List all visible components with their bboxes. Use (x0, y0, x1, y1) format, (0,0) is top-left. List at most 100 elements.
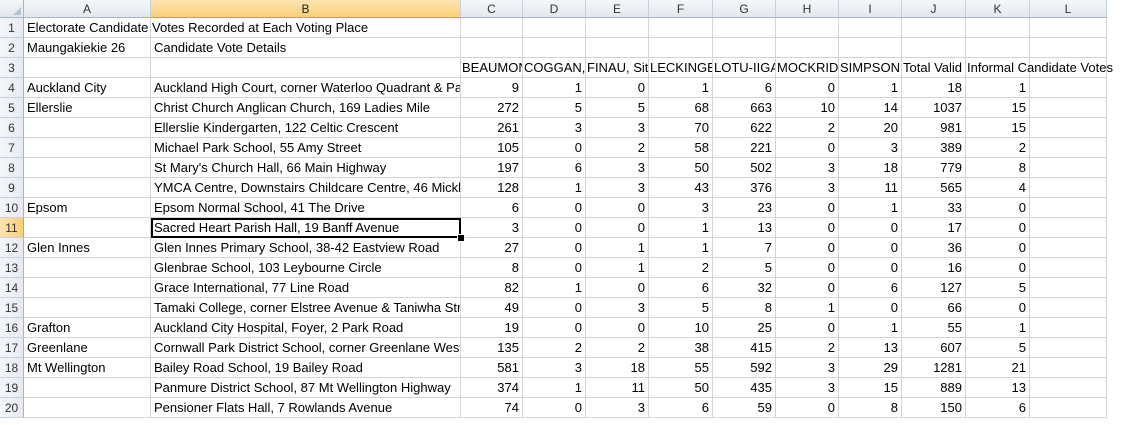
cell-h10[interactable]: 0 (776, 198, 839, 218)
cell-a18[interactable]: Mt Wellington (24, 358, 151, 378)
row-header-12[interactable]: 12 (0, 238, 24, 258)
cell-h17[interactable]: 2 (776, 338, 839, 358)
cell-f17[interactable]: 38 (649, 338, 713, 358)
cell-j10[interactable]: 33 (902, 198, 966, 218)
cell-i1[interactable] (839, 18, 902, 38)
cell-d12[interactable]: 0 (523, 238, 586, 258)
cell-d11[interactable]: 0 (523, 218, 586, 238)
row-header-6[interactable]: 6 (0, 118, 24, 138)
cell-g20[interactable]: 59 (713, 398, 776, 418)
column-header-h[interactable]: H (776, 0, 839, 18)
cell-b18[interactable]: Bailey Road School, 19 Bailey Road (151, 358, 461, 378)
cell-l7[interactable] (1030, 138, 1107, 158)
cell-g9[interactable]: 376 (713, 178, 776, 198)
row-header-7[interactable]: 7 (0, 138, 24, 158)
cell-c8[interactable]: 197 (461, 158, 523, 178)
cell-c4[interactable]: 9 (461, 78, 523, 98)
cell-k12[interactable]: 0 (966, 238, 1030, 258)
cell-e5[interactable]: 5 (586, 98, 649, 118)
row-header-19[interactable]: 19 (0, 378, 24, 398)
cell-k3[interactable]: Informal Candidate Votes (966, 58, 1113, 78)
cell-l1[interactable] (1030, 18, 1107, 38)
cell-f1[interactable] (649, 18, 713, 38)
cell-c13[interactable]: 8 (461, 258, 523, 278)
cell-g7[interactable]: 221 (713, 138, 776, 158)
row-header-5[interactable]: 5 (0, 98, 24, 118)
cell-i2[interactable] (839, 38, 902, 58)
cell-a19[interactable] (24, 378, 151, 398)
cell-c15[interactable]: 49 (461, 298, 523, 318)
cell-c19[interactable]: 374 (461, 378, 523, 398)
cell-a14[interactable] (24, 278, 151, 298)
cell-f10[interactable]: 3 (649, 198, 713, 218)
cell-e7[interactable]: 2 (586, 138, 649, 158)
row-header-9[interactable]: 9 (0, 178, 24, 198)
cell-h3[interactable]: MOCKRIDGE (776, 58, 839, 78)
cell-i3[interactable]: SIMPSON, (839, 58, 902, 78)
column-header-g[interactable]: G (713, 0, 776, 18)
cell-b5[interactable]: Christ Church Anglican Church, 169 Ladie… (151, 98, 461, 118)
column-header-a[interactable]: A (24, 0, 151, 18)
cell-h20[interactable]: 0 (776, 398, 839, 418)
cell-i7[interactable]: 3 (839, 138, 902, 158)
row-header-10[interactable]: 10 (0, 198, 24, 218)
cell-b14[interactable]: Grace International, 77 Line Road (151, 278, 461, 298)
select-all-button[interactable] (0, 0, 24, 18)
cell-c18[interactable]: 581 (461, 358, 523, 378)
cell-b6[interactable]: Ellerslie Kindergarten, 122 Celtic Cresc… (151, 118, 461, 138)
cell-h13[interactable]: 0 (776, 258, 839, 278)
cell-j18[interactable]: 1281 (902, 358, 966, 378)
cell-e8[interactable]: 3 (586, 158, 649, 178)
cell-e13[interactable]: 1 (586, 258, 649, 278)
cell-b20[interactable]: Pensioner Flats Hall, 7 Rowlands Avenue (151, 398, 461, 418)
cell-k10[interactable]: 0 (966, 198, 1030, 218)
row-header-1[interactable]: 1 (0, 18, 24, 38)
cell-l19[interactable] (1030, 378, 1107, 398)
cell-h18[interactable]: 3 (776, 358, 839, 378)
cell-i11[interactable]: 0 (839, 218, 902, 238)
column-header-b[interactable]: B (151, 0, 461, 18)
cell-l15[interactable] (1030, 298, 1107, 318)
cell-a12[interactable]: Glen Innes (24, 238, 151, 258)
cell-c17[interactable]: 135 (461, 338, 523, 358)
cell-f19[interactable]: 50 (649, 378, 713, 398)
cell-g16[interactable]: 25 (713, 318, 776, 338)
cell-i5[interactable]: 14 (839, 98, 902, 118)
cell-c20[interactable]: 74 (461, 398, 523, 418)
cell-j7[interactable]: 389 (902, 138, 966, 158)
cell-g19[interactable]: 435 (713, 378, 776, 398)
cell-i15[interactable]: 0 (839, 298, 902, 318)
cell-k6[interactable]: 15 (966, 118, 1030, 138)
cell-l13[interactable] (1030, 258, 1107, 278)
cell-j2[interactable] (902, 38, 966, 58)
cell-j15[interactable]: 66 (902, 298, 966, 318)
cell-h1[interactable] (776, 18, 839, 38)
cell-k14[interactable]: 5 (966, 278, 1030, 298)
cell-g12[interactable]: 7 (713, 238, 776, 258)
cell-f8[interactable]: 50 (649, 158, 713, 178)
cell-i9[interactable]: 11 (839, 178, 902, 198)
row-header-2[interactable]: 2 (0, 38, 24, 58)
row-header-13[interactable]: 13 (0, 258, 24, 278)
cell-d6[interactable]: 3 (523, 118, 586, 138)
cell-g18[interactable]: 592 (713, 358, 776, 378)
row-header-15[interactable]: 15 (0, 298, 24, 318)
cell-d8[interactable]: 6 (523, 158, 586, 178)
cell-l4[interactable] (1030, 78, 1107, 98)
cell-j17[interactable]: 607 (902, 338, 966, 358)
cell-d2[interactable] (523, 38, 586, 58)
cell-h9[interactable]: 3 (776, 178, 839, 198)
cell-g4[interactable]: 6 (713, 78, 776, 98)
cell-j6[interactable]: 981 (902, 118, 966, 138)
cell-i16[interactable]: 1 (839, 318, 902, 338)
cell-g5[interactable]: 663 (713, 98, 776, 118)
cell-c2[interactable] (461, 38, 523, 58)
cell-k17[interactable]: 5 (966, 338, 1030, 358)
cell-d9[interactable]: 1 (523, 178, 586, 198)
cell-h19[interactable]: 3 (776, 378, 839, 398)
cell-b19[interactable]: Panmure District School, 87 Mt Wellingto… (151, 378, 461, 398)
row-header-3[interactable]: 3 (0, 58, 24, 78)
cell-j13[interactable]: 16 (902, 258, 966, 278)
cell-i4[interactable]: 1 (839, 78, 902, 98)
cell-j11[interactable]: 17 (902, 218, 966, 238)
